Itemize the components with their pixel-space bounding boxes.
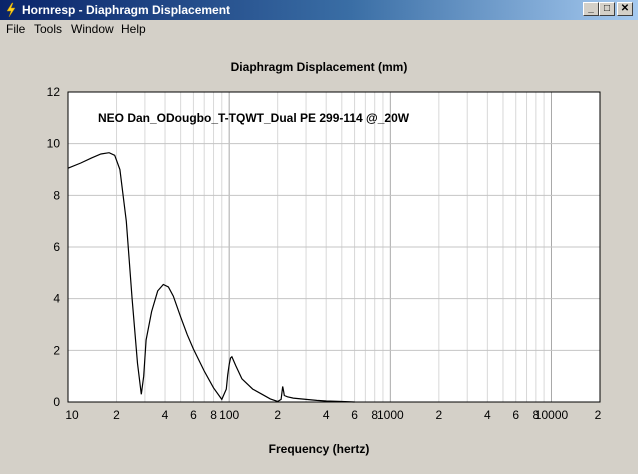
menu-bar: File Tools Window Help [0, 20, 638, 38]
x-tick-label: 2 [274, 408, 281, 422]
y-tick-label: 2 [53, 343, 60, 357]
y-tick-label: 4 [53, 292, 60, 306]
x-tick-label: 1000 [377, 408, 404, 422]
title-bar[interactable]: Hornresp - Diaphragm Displacement _ □ ✕ [0, 0, 638, 20]
menu-window[interactable]: Window [71, 22, 114, 36]
x-tick-label: 6 [351, 408, 358, 422]
window-title: Hornresp - Diaphragm Displacement [22, 3, 231, 17]
maximize-button[interactable]: □ [599, 2, 615, 16]
x-tick-label: 2 [113, 408, 120, 422]
x-tick-label: 2 [595, 408, 602, 422]
displacement-series-line [67, 152, 355, 403]
menu-file[interactable]: File [6, 22, 26, 36]
y-tick-label: 0 [53, 395, 60, 409]
y-tick-label: 6 [53, 240, 60, 254]
x-tick-label: 2 [435, 408, 442, 422]
x-tick-label: 10 [65, 408, 79, 422]
x-tick-label: 100 [219, 408, 239, 422]
x-tick-label: 6 [512, 408, 519, 422]
x-axis-label: Frequency (hertz) [268, 442, 370, 456]
close-button[interactable]: ✕ [617, 2, 633, 16]
y-tick-label: 12 [47, 85, 61, 99]
minimize-button[interactable]: _ [583, 2, 599, 16]
x-tick-label: 4 [162, 408, 169, 422]
x-tick-label: 4 [484, 408, 491, 422]
menu-tools[interactable]: Tools [34, 22, 63, 36]
chart-annotation: NEO Dan_ODougbo_T-TQWT_Dual PE 299-114 @… [98, 111, 410, 125]
x-tick-label: 6 [190, 408, 197, 422]
hornresp-lightning-icon [6, 2, 16, 18]
chart-title: Diaphragm Displacement (mm) [230, 60, 408, 74]
x-tick-label: 10000 [535, 408, 569, 422]
x-tick-label: 8 [371, 408, 378, 422]
plot-border [67, 91, 601, 403]
x-tick-label: 8 [210, 408, 217, 422]
y-tick-label: 10 [47, 137, 61, 151]
x-tick-label: 8 [533, 408, 540, 422]
x-tick-label: 4 [323, 408, 330, 422]
menu-help[interactable]: Help [121, 22, 146, 36]
y-tick-label: 8 [53, 188, 60, 202]
